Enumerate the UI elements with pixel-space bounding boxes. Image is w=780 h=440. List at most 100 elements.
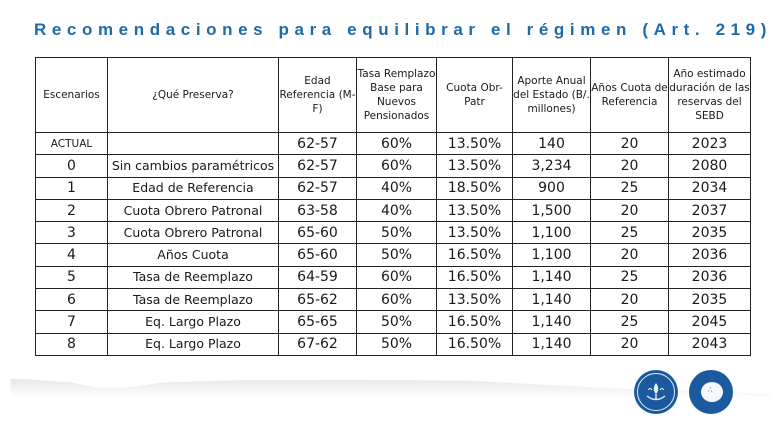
cell-preserva: Cuota Obrero Patronal: [107, 198, 279, 223]
cell-aporte: 1,100: [512, 221, 591, 245]
header-cuota-obr-patr: Cuota Obr-Patr: [436, 57, 513, 133]
cell-duracion: 2036: [668, 243, 751, 267]
panama-seal-logo-icon: [634, 370, 678, 414]
cell-aporte: 3,234: [512, 154, 591, 178]
cell-aporte: 1,500: [512, 198, 591, 223]
cell-duracion: 2034: [668, 176, 751, 200]
cell-preserva: Sin cambios paramétricos: [107, 154, 279, 178]
document-title: Recomendaciones para equilibrar el régim…: [34, 20, 773, 39]
cell-anos: 20: [590, 243, 669, 267]
header-ano-duracion: Año estimado duración de las reservas de…: [668, 57, 751, 133]
cell-tasa: 60%: [356, 265, 437, 290]
cell-escenario: 5: [35, 265, 108, 290]
cell-escenario: 2: [35, 198, 108, 223]
table-row: 0 Sin cambios paramétricos 62-57 60% 13.…: [35, 154, 751, 178]
cell-preserva: Tasa de Reemplazo: [107, 265, 279, 290]
ring-dots-icon: ∴: [708, 387, 713, 394]
table-row: 2 Cuota Obrero Patronal 63-58 40% 13.50%…: [35, 198, 751, 223]
cell-anos: 25: [590, 265, 669, 290]
cell-tasa: 40%: [356, 176, 437, 200]
cell-aporte: 1,140: [512, 288, 591, 312]
cell-edad: 62-57: [278, 176, 357, 200]
cell-preserva: Tasa de Reemplazo: [107, 288, 279, 312]
cell-edad: 62-57: [278, 131, 357, 156]
cell-duracion: 2045: [668, 310, 751, 334]
table-row: 6 Tasa de Reemplazo 65-62 60% 13.50% 1,1…: [35, 288, 751, 312]
cell-escenario: 8: [35, 332, 108, 356]
cell-tasa: 60%: [356, 154, 437, 178]
cell-edad: 65-65: [278, 310, 357, 334]
cell-escenario: 1: [35, 176, 108, 200]
cell-edad: 65-60: [278, 243, 357, 267]
cell-escenario: 7: [35, 310, 108, 334]
cell-tasa: 50%: [356, 221, 437, 245]
cell-preserva: Cuota Obrero Patronal: [107, 221, 279, 245]
cell-tasa: 60%: [356, 288, 437, 312]
cell-duracion: 2037: [668, 198, 751, 223]
cell-cuota: 13.50%: [436, 288, 513, 312]
table-row: 7 Eq. Largo Plazo 65-65 50% 16.50% 1,140…: [35, 310, 751, 334]
cell-cuota: 13.50%: [436, 221, 513, 245]
header-row: Escenarios ¿Qué Preserva? Edad Referenci…: [35, 57, 751, 133]
header-que-preserva: ¿Qué Preserva?: [107, 57, 279, 133]
cell-cuota: 13.50%: [436, 154, 513, 178]
header-edad-referencia: Edad Referencia (M-F): [278, 57, 357, 133]
cell-duracion: 2035: [668, 288, 751, 312]
scenarios-table: Escenarios ¿Qué Preserva? Edad Referenci…: [35, 57, 751, 356]
cell-escenario: 6: [35, 288, 108, 312]
cell-cuota: 16.50%: [436, 265, 513, 290]
cell-cuota: 13.50%: [436, 198, 513, 223]
cell-cuota: 16.50%: [436, 332, 513, 356]
cell-anos: 20: [590, 154, 669, 178]
cell-anos: 25: [590, 310, 669, 334]
cell-edad: 64-59: [278, 265, 357, 290]
cell-edad: 65-62: [278, 288, 357, 312]
cell-duracion: 2036: [668, 265, 751, 290]
cell-escenario: 4: [35, 243, 108, 267]
cell-anos: 25: [590, 221, 669, 245]
cell-cuota: 18.50%: [436, 176, 513, 200]
logos-group: ∴: [634, 370, 733, 414]
cell-anos: 20: [590, 198, 669, 223]
header-tasa-remplazo: Tasa Remplazo Base para Nuevos Pensionad…: [356, 57, 437, 133]
cell-tasa: 50%: [356, 243, 437, 267]
header-anos-cuota: Años Cuota de Referencia: [590, 57, 669, 133]
cell-aporte: 140: [512, 131, 591, 156]
cell-cuota: 16.50%: [436, 243, 513, 267]
cell-duracion: 2080: [668, 154, 751, 178]
table-row: 3 Cuota Obrero Patronal 65-60 50% 13.50%…: [35, 221, 751, 245]
cell-aporte: 1,100: [512, 243, 591, 267]
table-row: 5 Tasa de Reemplazo 64-59 60% 16.50% 1,1…: [35, 265, 751, 290]
table-row: 8 Eq. Largo Plazo 67-62 50% 16.50% 1,140…: [35, 332, 751, 356]
cell-edad: 67-62: [278, 332, 357, 356]
cell-cuota: 16.50%: [436, 310, 513, 334]
cell-edad: 62-57: [278, 154, 357, 178]
cell-aporte: 1,140: [512, 310, 591, 334]
cell-tasa: 50%: [356, 332, 437, 356]
cell-escenario: 0: [35, 154, 108, 178]
cell-preserva: Edad de Referencia: [107, 176, 279, 200]
cell-aporte: 1,140: [512, 332, 591, 356]
table-row: 1 Edad de Referencia 62-57 40% 18.50% 90…: [35, 176, 751, 200]
header-aporte-estado: Aporte Anual del Estado (B/. millones): [512, 57, 591, 133]
cell-aporte: 900: [512, 176, 591, 200]
table-row: ACTUAL 62-57 60% 13.50% 140 20 2023: [35, 131, 751, 156]
cell-preserva: [107, 131, 279, 156]
cell-preserva: Eq. Largo Plazo: [107, 332, 279, 356]
cell-duracion: 2023: [668, 131, 751, 156]
cell-edad: 65-60: [278, 221, 357, 245]
cell-cuota: 13.50%: [436, 131, 513, 156]
cell-escenario: ACTUAL: [35, 131, 108, 156]
cell-edad: 63-58: [278, 198, 357, 223]
cell-duracion: 2043: [668, 332, 751, 356]
header-escenarios: Escenarios: [35, 57, 108, 133]
table-row: 4 Años Cuota 65-60 50% 16.50% 1,100 20 2…: [35, 243, 751, 267]
cell-anos: 25: [590, 176, 669, 200]
cell-anos: 20: [590, 332, 669, 356]
cell-escenario: 3: [35, 221, 108, 245]
cell-preserva: Años Cuota: [107, 243, 279, 267]
cell-anos: 20: [590, 288, 669, 312]
cell-tasa: 60%: [356, 131, 437, 156]
cell-tasa: 50%: [356, 310, 437, 334]
cell-anos: 20: [590, 131, 669, 156]
